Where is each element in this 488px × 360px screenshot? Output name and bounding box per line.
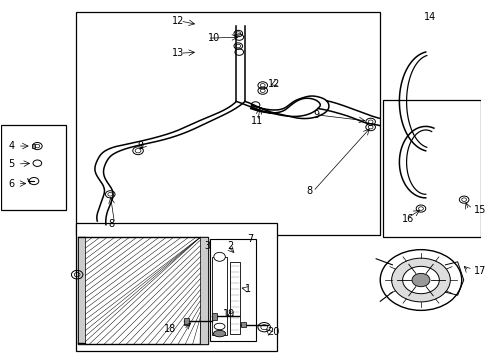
Text: 9: 9	[137, 141, 143, 151]
Text: 13: 13	[171, 48, 183, 58]
Bar	[1, 125, 66, 210]
Text: 1: 1	[244, 284, 251, 294]
Bar	[32, 144, 35, 148]
Ellipse shape	[214, 323, 224, 330]
Text: 6: 6	[9, 179, 15, 189]
Text: 3: 3	[203, 241, 209, 251]
Text: 17: 17	[473, 266, 485, 276]
Text: 10: 10	[207, 33, 220, 43]
Text: 8: 8	[305, 186, 311, 197]
Bar	[229, 262, 240, 334]
Text: 11: 11	[250, 116, 263, 126]
Bar	[212, 257, 226, 336]
Bar	[76, 12, 380, 235]
Bar	[78, 237, 85, 344]
Text: 18: 18	[164, 324, 176, 334]
Text: 7: 7	[247, 234, 253, 244]
Text: 19: 19	[223, 309, 235, 319]
Text: 2: 2	[227, 241, 233, 251]
Text: 12: 12	[171, 16, 183, 26]
Ellipse shape	[213, 252, 225, 261]
Text: 4: 4	[9, 141, 15, 151]
Text: 15: 15	[473, 205, 485, 215]
Bar	[241, 322, 245, 327]
Bar	[209, 239, 255, 341]
Bar	[382, 100, 480, 237]
Bar	[78, 237, 207, 344]
Text: 12: 12	[267, 78, 279, 89]
Text: 16: 16	[401, 213, 413, 224]
Circle shape	[402, 266, 438, 294]
Circle shape	[411, 273, 429, 287]
Bar	[76, 223, 277, 351]
Text: 9: 9	[312, 110, 319, 120]
Circle shape	[391, 258, 449, 302]
Text: 20: 20	[267, 327, 279, 337]
Ellipse shape	[213, 330, 225, 337]
Text: 14: 14	[424, 13, 436, 22]
Circle shape	[380, 249, 461, 310]
Bar	[212, 313, 217, 320]
Text: 5: 5	[9, 159, 15, 169]
Bar	[200, 237, 207, 344]
Bar	[183, 318, 188, 325]
Text: 8: 8	[108, 219, 114, 229]
